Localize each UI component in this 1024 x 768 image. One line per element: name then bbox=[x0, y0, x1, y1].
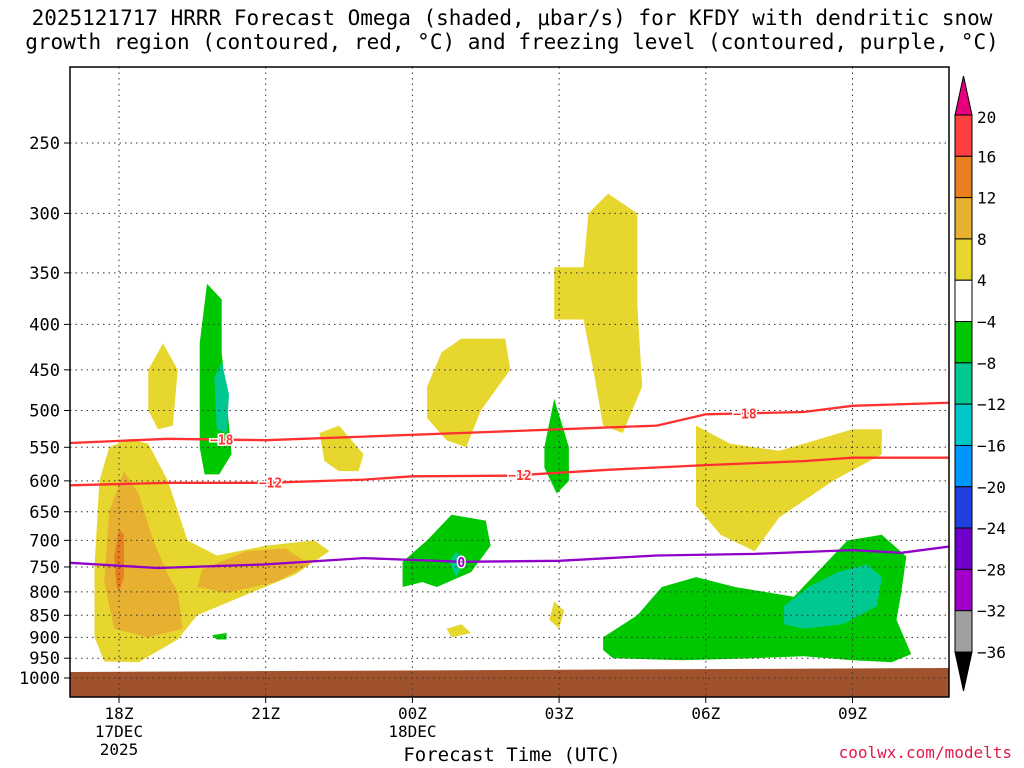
colorbar-bottom-arrow bbox=[954, 651, 973, 692]
credit-link[interactable]: coolwx.com/modelts bbox=[838, 743, 1012, 762]
colorbar-box-3 bbox=[954, 238, 973, 281]
omega-region-4 bbox=[148, 343, 178, 430]
isotherm-dgz-bottom bbox=[70, 456, 949, 487]
omega-region-2 bbox=[197, 548, 310, 593]
chart-title: 2025121717 HRRR Forecast Omega (shaded, … bbox=[0, 6, 1024, 54]
omega-region-1 bbox=[104, 471, 183, 638]
omega-region-10 bbox=[446, 624, 472, 638]
colorbar-label-1: 16 bbox=[977, 147, 996, 166]
colorbar-label-9: −20 bbox=[977, 478, 1006, 497]
y-tick-label-500: 500 bbox=[29, 402, 60, 422]
y-tick-label-600: 600 bbox=[29, 472, 60, 492]
y-tick-label-900: 900 bbox=[29, 628, 60, 648]
omega-region-15 bbox=[603, 534, 912, 663]
isotherm-label-dgz-top-0: −18 bbox=[210, 434, 234, 449]
colorbar-box-9 bbox=[954, 486, 973, 529]
x-axis-title: Forecast Time (UTC) bbox=[403, 744, 621, 766]
colorbar-label-10: −24 bbox=[977, 519, 1006, 538]
colorbar-label-4: 4 bbox=[977, 271, 987, 290]
chart-title-line-2: growth region (contoured, red, °C) and f… bbox=[25, 30, 999, 54]
colorbar-box-11 bbox=[954, 568, 973, 612]
omega-region-14 bbox=[211, 633, 227, 640]
y-tick-label-850: 850 bbox=[29, 606, 60, 626]
omega-region-8 bbox=[696, 425, 882, 552]
colorbar-box-6 bbox=[954, 362, 973, 405]
colorbar-box-0 bbox=[954, 114, 973, 157]
x-tick-label-09Z: 09Z bbox=[838, 704, 867, 723]
colorbar-box-7 bbox=[954, 403, 973, 446]
colorbar-label-11: −28 bbox=[977, 560, 1006, 579]
colorbar-label-2: 12 bbox=[977, 189, 996, 208]
y-tick-label-400: 400 bbox=[29, 315, 60, 335]
y-tick-label-800: 800 bbox=[29, 583, 60, 603]
omega-region-3 bbox=[114, 529, 124, 592]
colorbar-top-arrow bbox=[954, 75, 973, 116]
y-tick-label-650: 650 bbox=[29, 503, 60, 523]
colorbar-label-3: 8 bbox=[977, 230, 987, 249]
colorbar-box-2 bbox=[954, 197, 973, 240]
ground-surface bbox=[70, 668, 949, 697]
x-tick-sublabel-2025: 2025 bbox=[100, 740, 139, 759]
x-tick-label-03Z: 03Z bbox=[545, 704, 574, 723]
x-tick-label-21Z: 21Z bbox=[251, 704, 280, 723]
omega-region-5 bbox=[319, 425, 364, 472]
isotherm-label-dgz-top-1: −18 bbox=[733, 407, 757, 422]
omega-region-13 bbox=[402, 514, 491, 587]
isotherm-label-freezing-level-4: 0 bbox=[457, 556, 465, 571]
colorbar-label-6: −8 bbox=[977, 354, 996, 373]
y-tick-label-450: 450 bbox=[29, 361, 60, 381]
y-tick-label-250: 250 bbox=[29, 134, 60, 154]
y-tick-label-750: 750 bbox=[29, 558, 60, 578]
isotherm-dgz-top bbox=[70, 401, 949, 445]
plot-area: −18 −18 −12 −12 0 bbox=[70, 67, 949, 697]
y-tick-label-350: 350 bbox=[29, 264, 60, 284]
colorbar-label-13: −36 bbox=[977, 643, 1006, 662]
colorbar-box-8 bbox=[954, 444, 973, 488]
x-tick-sublabel-17DEC: 17DEC bbox=[95, 722, 143, 741]
x-tick-label-00Z: 00Z bbox=[398, 704, 427, 723]
colorbar-label-12: −32 bbox=[977, 602, 1006, 621]
isotherm-label-dgz-bottom-2: −12 bbox=[259, 477, 282, 492]
colorbar-label-8: −16 bbox=[977, 436, 1006, 455]
y-tick-label-700: 700 bbox=[29, 531, 60, 551]
isotherm-label-dgz-bottom-3: −12 bbox=[508, 469, 531, 484]
y-tick-label-1000: 1000 bbox=[19, 669, 60, 689]
colorbar-box-1 bbox=[954, 155, 973, 199]
colorbar-label-7: −12 bbox=[977, 395, 1006, 414]
omega-region-9 bbox=[549, 601, 564, 629]
isotherm-freezing-level bbox=[70, 545, 949, 570]
x-tick-sublabel-18DEC: 18DEC bbox=[388, 722, 436, 741]
omega-region-16 bbox=[214, 361, 229, 433]
y-tick-label-550: 550 bbox=[29, 438, 60, 458]
chart-title-line-1: 2025121717 HRRR Forecast Omega (shaded, … bbox=[31, 6, 993, 30]
colorbar-label-0: 20 bbox=[977, 108, 996, 127]
colorbar-box-4 bbox=[954, 279, 973, 323]
x-tick-label-18Z: 18Z bbox=[105, 704, 134, 723]
x-tick-label-06Z: 06Z bbox=[691, 704, 720, 723]
colorbar-label-5: −4 bbox=[977, 313, 996, 332]
omega-region-12 bbox=[544, 398, 569, 494]
y-tick-label-300: 300 bbox=[29, 204, 60, 224]
omega-region-17 bbox=[784, 564, 882, 629]
colorbar-box-12 bbox=[954, 610, 973, 653]
omega-region-6 bbox=[427, 338, 511, 448]
colorbar-box-5 bbox=[954, 321, 973, 364]
omega-region-7 bbox=[554, 193, 643, 433]
colorbar-box-10 bbox=[954, 527, 973, 570]
omega-region-18 bbox=[449, 551, 464, 578]
y-tick-label-950: 950 bbox=[29, 649, 60, 669]
plot-frame bbox=[69, 66, 950, 698]
